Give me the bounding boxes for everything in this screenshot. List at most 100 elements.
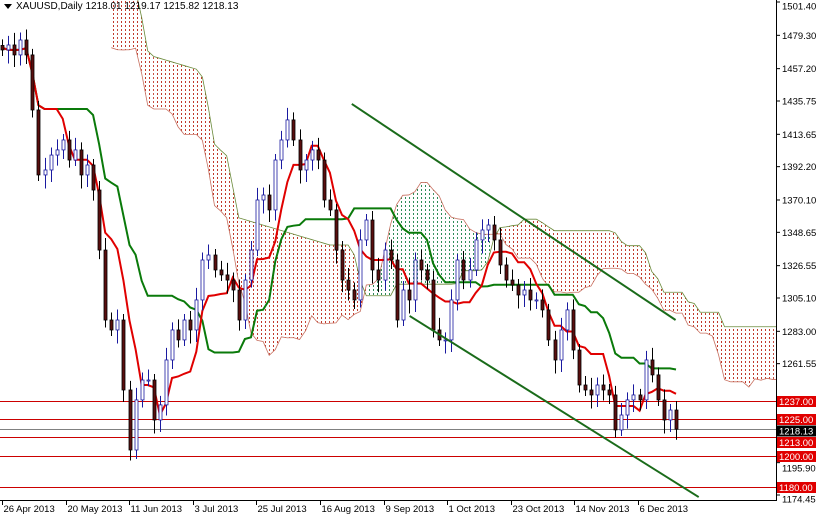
bull-candle <box>49 154 54 171</box>
candles <box>0 29 679 461</box>
bear-candle <box>152 379 157 421</box>
cloud-bearish-segment <box>676 292 683 314</box>
ohlc-values: 1218.01 1219.17 1215.82 1218.13 <box>85 1 239 12</box>
bull-candle <box>310 149 315 161</box>
bull-candle <box>43 169 48 176</box>
cloud-bearish-segment <box>281 230 288 338</box>
cloud-bearish-segment <box>773 326 776 380</box>
level-label-bg <box>777 437 816 448</box>
bull-candle <box>468 269 473 281</box>
cloud-bullish-segment <box>408 191 415 285</box>
bear-candle <box>352 289 357 301</box>
cloud-bearish-segment <box>153 56 160 109</box>
cloud-bearish-segment <box>129 0 136 50</box>
bull-candle <box>279 139 284 161</box>
time-tick-label: 23 Oct 2013 <box>513 504 565 515</box>
time-tick-label: 25 Jul 2013 <box>258 504 307 515</box>
bear-candle <box>231 279 236 291</box>
cloud-bearish-segment <box>499 226 506 245</box>
cloud-bearish-segment <box>657 278 664 311</box>
cloud-bearish-segment <box>730 326 737 382</box>
cloud-bearish-segment <box>584 230 591 288</box>
cloud-bearish-segment <box>603 230 610 269</box>
cloud-bearish-segment <box>615 232 622 270</box>
level-label: 1213.00 <box>779 438 813 449</box>
cloud-bullish-segment <box>469 228 476 271</box>
bull-candle <box>455 259 460 301</box>
bear-candle <box>601 384 606 391</box>
bull-candle <box>413 259 418 301</box>
ichimoku-lines <box>1 46 677 418</box>
bull-candle <box>6 44 11 51</box>
trendline[interactable] <box>409 315 700 498</box>
cloud-bullish-segment <box>433 189 440 285</box>
cloud-bearish-segment <box>159 58 166 109</box>
bear-candle <box>176 329 181 341</box>
bear-candle <box>0 45 5 51</box>
cloud-bearish-segment <box>706 312 713 337</box>
bear-candle <box>103 249 108 321</box>
time-tick-label: 20 May 2013 <box>68 504 123 515</box>
bear-candle <box>219 269 224 276</box>
bear-candle <box>553 339 558 361</box>
time-tick-label: 14 Nov 2013 <box>576 504 630 515</box>
bull-candle <box>474 239 479 271</box>
bear-candle <box>431 279 436 331</box>
cloud-bearish-segment <box>597 230 604 276</box>
price-tick-label: 1501.40 <box>782 2 816 13</box>
bear-candle <box>492 224 497 241</box>
cloud-bearish-segment <box>712 312 719 355</box>
bull-candle <box>383 249 388 281</box>
bear-candle <box>650 359 655 376</box>
cloud-bearish-segment <box>627 245 634 274</box>
bear-candle <box>498 239 503 266</box>
cloud-bearish-segment <box>639 245 646 285</box>
cloud-bearish-segment <box>269 226 276 356</box>
cloud-bearish-segment <box>335 244 343 323</box>
ichimoku-cloud <box>111 0 776 388</box>
level-label: 1225.00 <box>779 415 813 426</box>
cloud-bearish-segment <box>754 326 762 381</box>
bear-candle <box>237 289 242 321</box>
bear-candle <box>540 299 545 311</box>
bull-candle <box>565 309 570 331</box>
dropdown-triangle-icon[interactable] <box>4 3 12 9</box>
cloud-bearish-segment <box>524 219 531 259</box>
bull-candle <box>61 139 66 151</box>
bear-candle <box>407 289 412 301</box>
cloud-bearish-segment <box>609 230 616 269</box>
cloud-bearish-segment <box>748 326 755 388</box>
cloud-bearish-segment <box>184 65 191 135</box>
bull-candle <box>304 159 309 171</box>
trendline[interactable] <box>351 103 677 321</box>
cloud-bearish-segment <box>566 230 573 293</box>
cloud-bearish-segment <box>323 243 330 324</box>
cloud-bullish-segment <box>481 234 488 270</box>
cloud-bearish-segment <box>214 144 221 211</box>
bear-candle <box>36 109 41 176</box>
bear-candle <box>334 209 339 251</box>
bull-candle <box>273 159 278 211</box>
bear-candle <box>128 389 133 451</box>
cloud-bearish-segment <box>287 232 294 338</box>
bear-candle <box>577 349 582 386</box>
bear-candle <box>340 249 345 281</box>
bull-candle <box>243 279 248 321</box>
cloud-bullish-segment <box>463 219 470 271</box>
bear-candle <box>97 189 102 251</box>
bear-candle <box>662 399 667 421</box>
price-axis[interactable]: 1501.40 1479.30 1457.20 1435.75 1413.65 1392.… <box>776 1 816 506</box>
bear-candle <box>425 269 430 281</box>
cloud-bearish-segment <box>317 241 324 324</box>
bear-candle <box>510 279 515 286</box>
bull-candle <box>401 289 406 321</box>
time-axis[interactable]: 26 Apr 2013 20 May 2013 11 Jun 2013 3 Jul 2… <box>2 500 689 515</box>
bull-candle <box>595 384 600 396</box>
bear-candle <box>607 389 612 396</box>
cloud-bearish-segment <box>682 292 689 326</box>
trendlines[interactable] <box>351 103 700 498</box>
bear-candle <box>461 259 466 281</box>
bear-candle <box>638 394 643 401</box>
bear-candle <box>322 159 327 201</box>
